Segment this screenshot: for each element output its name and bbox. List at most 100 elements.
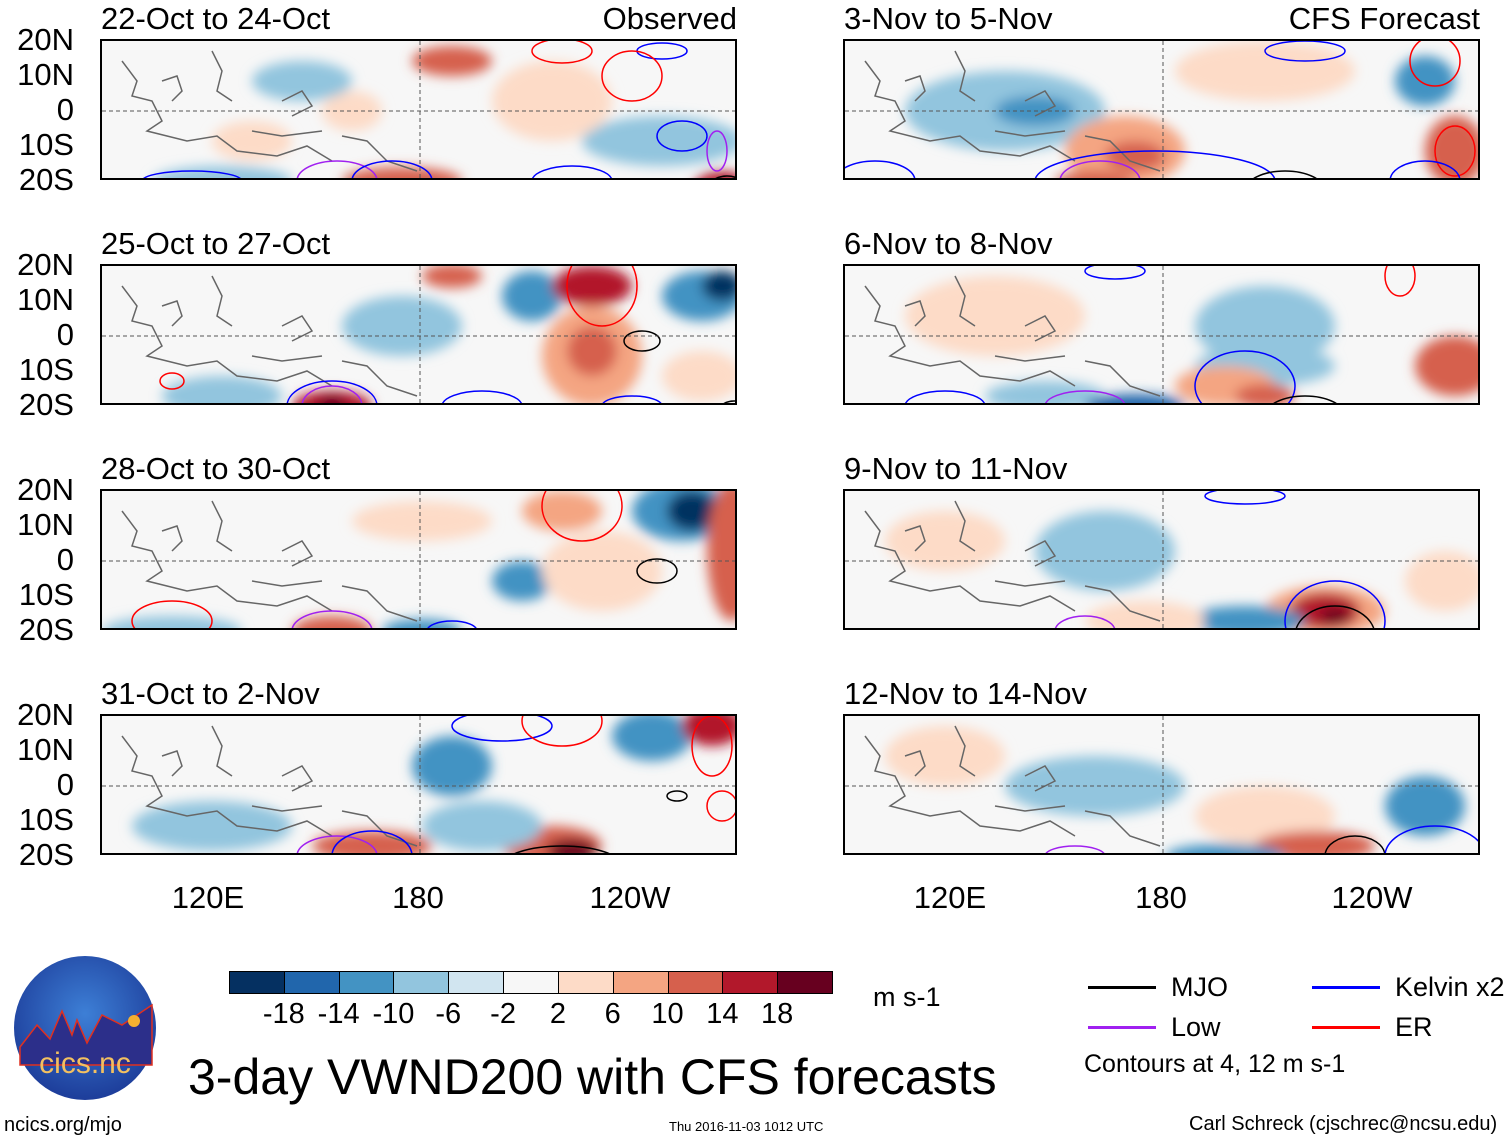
anomaly-field	[252, 61, 352, 101]
wave-contour	[845, 160, 916, 178]
wave-contour	[1084, 266, 1146, 280]
timestamp: Thu 2016-11-03 1012 UTC	[669, 1119, 824, 1134]
wave-contour	[1324, 835, 1386, 853]
map-panel	[843, 264, 1480, 405]
colorbar-label: 10	[651, 998, 684, 1030]
wave-contour	[623, 330, 661, 352]
coastline	[864, 500, 1161, 622]
wave-contour	[691, 716, 733, 777]
wave-contour	[143, 170, 241, 178]
colorbar-swatch	[338, 971, 395, 994]
wave-contour	[715, 175, 735, 178]
legend-label: Kelvin x2	[1395, 972, 1505, 1002]
wave-contour	[296, 160, 378, 178]
anomaly-field	[885, 726, 1005, 786]
panel-title: 25-Oct to 27-Oct	[101, 226, 331, 261]
longitude-label: 180	[392, 880, 444, 915]
anomaly-field	[1035, 511, 1175, 591]
colorbar-label: -2	[490, 998, 516, 1030]
wave-contour	[1059, 160, 1141, 178]
latitude-label: 20S	[18, 837, 74, 872]
anomaly-field	[103, 616, 241, 628]
anomaly-field	[1185, 606, 1305, 628]
latitude-label: 0	[56, 767, 74, 802]
wave-contour	[706, 790, 735, 822]
wave-contour	[656, 120, 708, 152]
wave-contour	[1044, 390, 1126, 403]
anomaly-field	[292, 616, 372, 628]
wave-contour	[296, 835, 378, 853]
latitude-label: 20N	[17, 472, 74, 507]
cics-logo: cics.nc	[12, 955, 158, 1101]
panel-title: 22-Oct to 24-Oct	[101, 1, 331, 36]
latitude-label: 20N	[17, 22, 74, 57]
latitude-label: 0	[56, 92, 74, 127]
wave-contour	[521, 716, 603, 747]
anomaly-field	[412, 46, 492, 76]
anomaly-field	[542, 531, 662, 611]
anomaly-field	[1085, 601, 1205, 628]
latitude-label: 20N	[17, 697, 74, 732]
anomaly-field	[342, 296, 462, 356]
legend-label: Low	[1171, 1012, 1221, 1042]
wave-contour	[531, 41, 593, 64]
legend-line	[1088, 1026, 1156, 1029]
longitude-label: 120W	[1331, 880, 1413, 915]
colorbar-swatch	[448, 971, 505, 994]
wave-contour	[351, 160, 433, 178]
coastline	[864, 725, 1161, 847]
svg-text:cics.nc: cics.nc	[39, 1047, 131, 1080]
anomaly-field	[212, 121, 292, 161]
colorbar-label: -18	[262, 998, 305, 1030]
coastline	[121, 725, 418, 847]
anomaly-field	[885, 511, 1005, 571]
wave-contour	[1194, 350, 1296, 403]
coastline	[121, 500, 418, 622]
legend-label: MJO	[1171, 972, 1228, 1002]
colorbar-label: -10	[372, 998, 415, 1030]
anomaly-field	[352, 501, 492, 541]
latitude-label: 20S	[18, 387, 74, 422]
anomaly-field	[667, 491, 717, 531]
wave-contour	[1384, 825, 1478, 853]
colorbar-label: 2	[549, 998, 566, 1030]
source-url: ncics.org/mjo	[4, 1114, 122, 1136]
anomaly-field	[343, 167, 461, 178]
colorbar-units: m s-1	[873, 982, 941, 1012]
wave-contour	[291, 610, 373, 628]
wave-contour	[666, 790, 688, 802]
colorbar-label: 6	[604, 998, 621, 1030]
wave-contour	[301, 385, 363, 403]
panel-source-tag: CFS Forecast	[1288, 1, 1480, 36]
wave-contour	[159, 372, 185, 390]
anomaly-field	[412, 736, 492, 796]
legend-line	[1312, 986, 1380, 989]
panel-source-tag: Observed	[602, 1, 737, 36]
colorbar-label: -14	[317, 998, 360, 1030]
anomaly-field	[522, 491, 602, 531]
colorbar-swatch	[722, 971, 779, 994]
anomaly-field	[1320, 608, 1350, 624]
wave-contour	[904, 390, 986, 403]
latitude-label: 0	[56, 317, 74, 352]
map-panel	[100, 489, 737, 630]
anomaly-field	[582, 116, 735, 166]
colorbar-swatch	[667, 971, 724, 994]
wave-contour	[723, 400, 735, 403]
longitude-label: 120E	[913, 880, 987, 915]
map-panel	[100, 264, 737, 405]
wave-contour	[541, 491, 623, 542]
latitude-label: 20S	[18, 612, 74, 647]
anomaly-field	[422, 266, 482, 288]
wave-contour	[1204, 491, 1286, 505]
wave-contour	[1434, 125, 1476, 177]
wave-contour	[636, 558, 678, 584]
panel-title: 28-Oct to 30-Oct	[101, 451, 331, 486]
latitude-label: 10S	[18, 802, 74, 837]
wave-contour	[1253, 170, 1317, 178]
panel-title: 3-Nov to 5-Nov	[844, 1, 1053, 36]
map-panel	[100, 39, 737, 180]
latitude-label: 10S	[18, 577, 74, 612]
latitude-label: 10N	[17, 507, 74, 542]
anomaly-field	[702, 271, 735, 301]
